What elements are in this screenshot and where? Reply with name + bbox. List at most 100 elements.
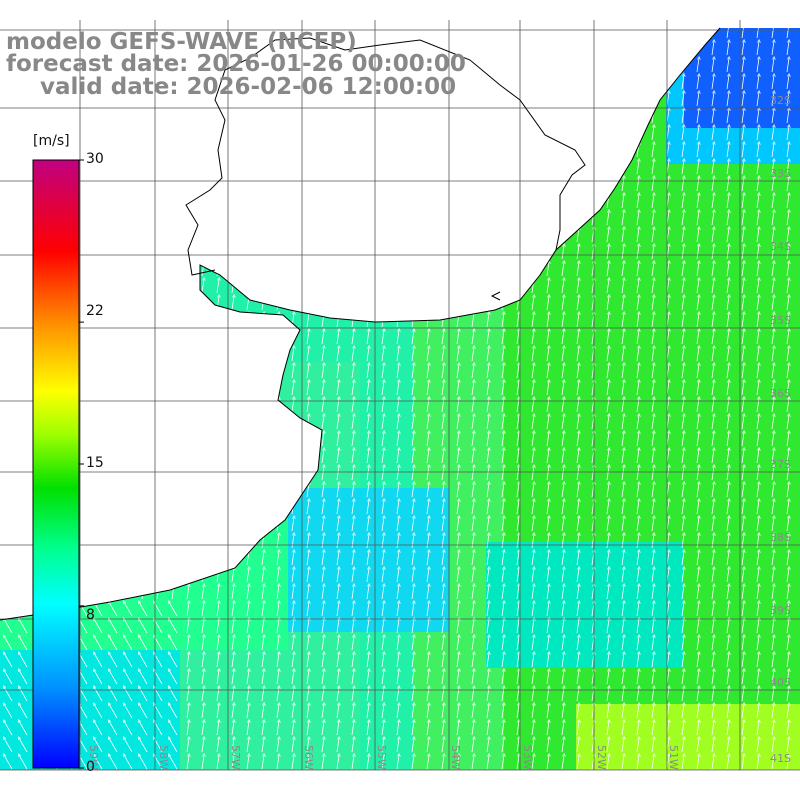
wind-arrow [321, 245, 324, 260]
wind-cell [288, 470, 306, 488]
wind-arrow [456, 262, 459, 277]
wind-cell [630, 704, 648, 722]
wind-arrow [231, 262, 234, 277]
wind-arrow [261, 500, 264, 515]
wind-cell [720, 362, 738, 380]
wind-cell [648, 650, 666, 668]
wind-cell [666, 28, 684, 38]
wind-arrow [411, 245, 414, 260]
wind-arrow [216, 483, 219, 498]
wind-arrow [471, 296, 474, 311]
wind-arrow [456, 28, 460, 39]
wind-cell [360, 434, 378, 452]
wind-cell [378, 524, 396, 542]
wind-arrow [441, 126, 444, 141]
wind-cell [504, 56, 522, 74]
wind-cell [792, 668, 800, 686]
wind-arrow [501, 28, 505, 39]
wind-arrow [201, 364, 204, 379]
wind-arrow [231, 415, 234, 430]
wind-cell [342, 668, 360, 686]
wind-cell [684, 524, 702, 542]
wind-cell [378, 560, 396, 578]
wind-arrow [516, 126, 519, 141]
wind-arrow [516, 228, 519, 243]
wind-arrow [276, 262, 279, 277]
wind-cell [630, 362, 648, 380]
wind-arrow [201, 160, 204, 175]
wind-cell [648, 74, 666, 92]
wind-arrow [6, 228, 9, 243]
wind-cell [702, 146, 720, 164]
wind-arrow [336, 143, 339, 158]
wind-cell [558, 434, 576, 452]
wind-arrow [561, 41, 564, 56]
wind-cell [270, 596, 288, 614]
wind-arrow [201, 126, 204, 141]
wind-arrow [186, 500, 189, 515]
wind-arrow [486, 143, 489, 158]
wind-arrow [471, 92, 474, 107]
wind-cell [540, 398, 558, 416]
wind-cell [540, 92, 558, 110]
wind-cell [774, 182, 792, 200]
wind-cell [522, 200, 540, 218]
wind-arrow [621, 28, 625, 39]
wind-arrow [606, 58, 609, 73]
wind-arrow [306, 449, 309, 464]
wind-cell [414, 200, 432, 218]
wind-cell [468, 308, 486, 326]
wind-arrow [21, 364, 24, 379]
wind-cell [234, 650, 252, 668]
wind-cell [378, 416, 396, 434]
wind-cell [504, 326, 522, 344]
wind-arrow [216, 228, 219, 243]
wind-cell [576, 380, 594, 398]
wind-cell [162, 452, 180, 470]
wind-cell [756, 686, 774, 704]
wind-cell [90, 200, 108, 218]
wind-arrow [351, 279, 354, 294]
wind-cell [558, 362, 576, 380]
wind-arrow [81, 109, 84, 124]
wind-arrow [426, 279, 429, 294]
wind-cell [324, 704, 342, 722]
wind-cell [378, 506, 396, 524]
wind-cell [792, 722, 800, 740]
wind-cell [270, 272, 288, 290]
wind-cell [486, 200, 504, 218]
wind-cell [468, 28, 486, 38]
wind-arrow [81, 449, 84, 464]
wind-cell [432, 596, 450, 614]
wind-cell [342, 434, 360, 452]
wind-arrow [156, 517, 159, 532]
wind-cell [306, 650, 324, 668]
wind-cell [450, 110, 468, 128]
wind-cell [198, 380, 216, 398]
wind-cell [198, 218, 216, 236]
wind-arrow [396, 177, 399, 192]
wind-cell [576, 218, 594, 236]
wind-cell [126, 488, 144, 506]
wind-arrow [441, 279, 444, 294]
wind-cell [342, 578, 360, 596]
wind-cell [702, 596, 720, 614]
wind-arrow [306, 177, 309, 192]
wind-cell [738, 470, 756, 488]
wind-arrow [156, 313, 159, 328]
wind-cell [450, 254, 468, 272]
wind-cell [396, 218, 414, 236]
wind-cell [0, 488, 18, 506]
wind-cell [756, 74, 774, 92]
wind-arrow [186, 364, 189, 379]
wind-cell [288, 488, 306, 506]
wind-cell [144, 524, 162, 542]
wind-cell [576, 56, 594, 74]
wind-cell [234, 434, 252, 452]
wind-cell [180, 506, 198, 524]
wind-cell [468, 452, 486, 470]
wind-cell [270, 452, 288, 470]
wind-cell [468, 146, 486, 164]
wind-cell [306, 272, 324, 290]
wind-cell [234, 254, 252, 272]
